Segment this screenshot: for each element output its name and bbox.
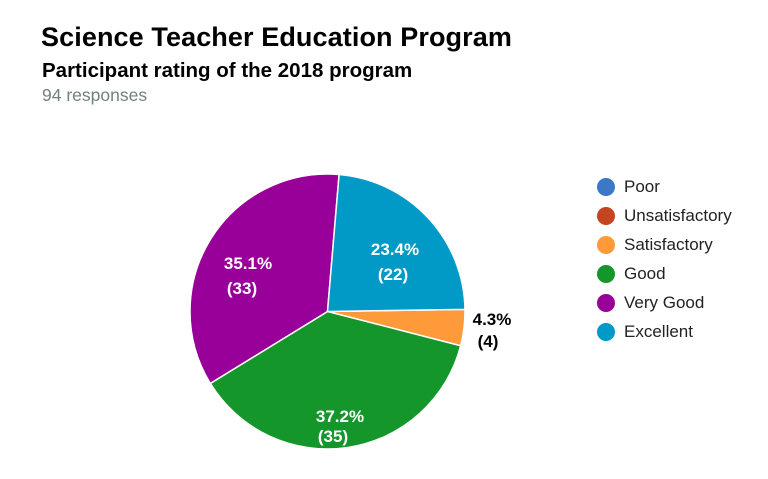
legend-item-unsatisfactory[interactable]: Unsatisfactory	[597, 201, 732, 230]
slice-count-label: (22)	[378, 265, 408, 284]
slice-percent-label: 23.4%	[371, 240, 419, 259]
legend-label: Unsatisfactory	[624, 205, 732, 225]
legend-item-poor[interactable]: Poor	[597, 172, 732, 201]
legend-label: Very Good	[624, 292, 705, 312]
legend-label: Satisfactory	[624, 234, 713, 254]
pie-slice-excellent[interactable]	[326, 173, 466, 313]
pie-slice-very-good[interactable]	[189, 173, 340, 385]
legend-dot-icon	[597, 322, 615, 341]
response-count: 94 responses	[42, 85, 148, 105]
legend-item-excellent[interactable]: Excellent	[597, 317, 732, 346]
slice-count-label: (35)	[318, 427, 348, 446]
legend-item-good[interactable]: Good	[597, 259, 732, 288]
legend-label: Excellent	[624, 321, 693, 341]
chart-title: Science Teacher Education Program	[41, 22, 512, 52]
legend-dot-icon	[597, 235, 615, 254]
legend-item-very-good[interactable]: Very Good	[597, 288, 732, 317]
slice-percent-label: 4.3%	[473, 310, 512, 329]
slice-labels: 4.3% (4) 37.2%(35) 35.1% (33) 23.4% (22)	[224, 240, 511, 446]
legend-dot-icon	[597, 293, 615, 312]
legend-dot-icon	[597, 206, 615, 225]
legend-dot-icon	[597, 177, 615, 196]
slice-count-label: (33)	[227, 279, 257, 298]
slice-percent-label: 37.2%	[316, 407, 364, 426]
chart-subtitle: Participant rating of the 2018 program	[42, 59, 413, 82]
slice-percent-label: 35.1%	[224, 254, 272, 273]
legend-dot-icon	[597, 264, 615, 283]
pie-slices	[189, 173, 466, 450]
slice-count-label: (4)	[478, 332, 499, 351]
chart-legend: Poor Unsatisfactory Satisfactory Good Ve…	[597, 172, 732, 346]
legend-item-satisfactory[interactable]: Satisfactory	[597, 230, 732, 259]
legend-label: Good	[624, 263, 666, 283]
legend-label: Poor	[624, 176, 660, 196]
